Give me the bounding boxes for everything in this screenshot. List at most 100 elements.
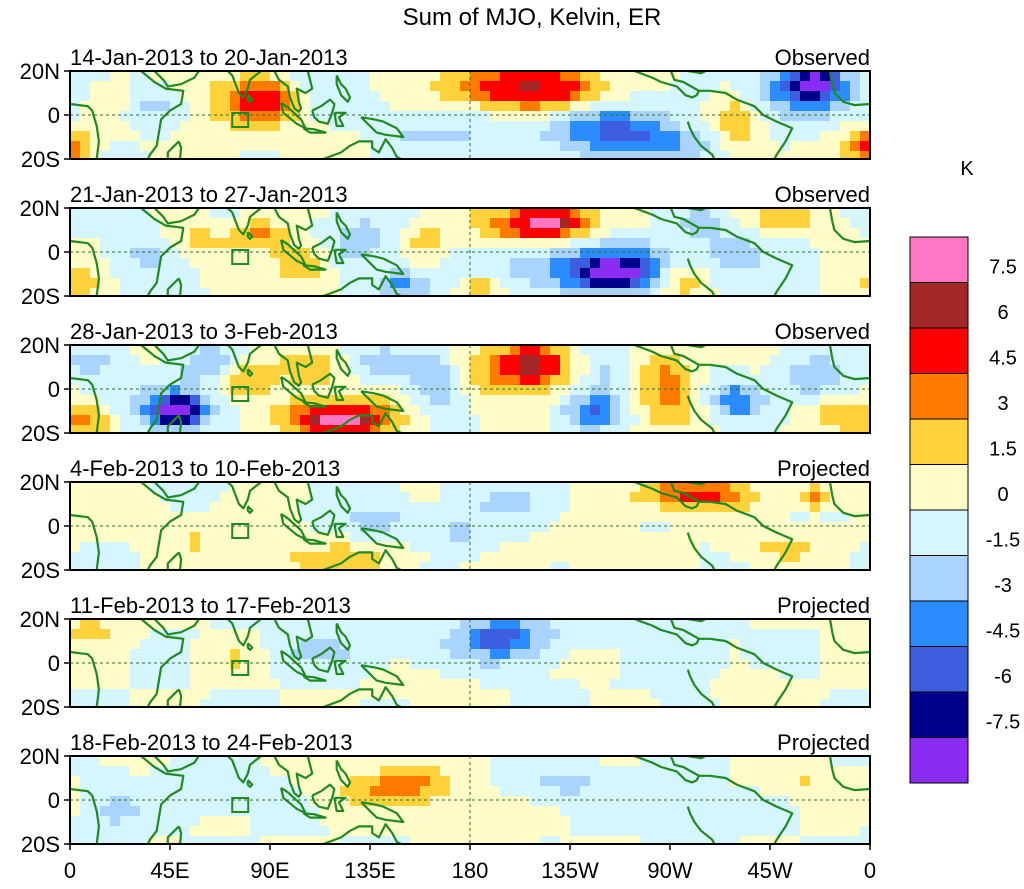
field-cell bbox=[360, 151, 371, 160]
field-cell bbox=[490, 81, 501, 92]
field-cell bbox=[90, 522, 101, 533]
field-cell bbox=[780, 552, 791, 563]
field-cell bbox=[510, 836, 521, 845]
coastline bbox=[226, 756, 263, 784]
field-cell bbox=[830, 208, 841, 219]
field-cell bbox=[760, 228, 771, 239]
field-cell bbox=[110, 836, 121, 845]
field-cell bbox=[430, 141, 441, 152]
field-cell bbox=[260, 111, 271, 122]
field-cell bbox=[410, 502, 421, 513]
field-cell bbox=[410, 669, 421, 680]
field-cell bbox=[240, 101, 251, 112]
field-cell bbox=[680, 806, 691, 817]
x-tick-label: 45W bbox=[747, 858, 792, 883]
field-cell bbox=[130, 649, 141, 660]
field-cell bbox=[270, 619, 281, 630]
field-cell bbox=[720, 512, 731, 523]
field-cell bbox=[180, 699, 191, 708]
field-cell bbox=[290, 258, 301, 269]
coastline bbox=[166, 688, 183, 707]
field-cell bbox=[160, 101, 171, 112]
field-cell bbox=[470, 806, 481, 817]
field-cell bbox=[710, 228, 721, 239]
field-cell bbox=[310, 345, 321, 356]
region-box bbox=[231, 249, 250, 265]
field-cell bbox=[490, 395, 501, 406]
field-cell bbox=[560, 776, 571, 787]
field-cell bbox=[360, 512, 371, 523]
field-cell bbox=[510, 375, 521, 386]
field-cell bbox=[130, 816, 141, 827]
field-cell bbox=[400, 131, 411, 142]
field-cell bbox=[740, 141, 751, 152]
field-cell bbox=[640, 699, 651, 708]
field-cell bbox=[590, 111, 601, 122]
field-cell bbox=[750, 796, 761, 807]
field-cell bbox=[320, 405, 331, 416]
field-cell bbox=[750, 776, 761, 787]
field-cell bbox=[120, 512, 131, 523]
field-cell bbox=[220, 512, 231, 523]
field-cell bbox=[790, 522, 801, 533]
field-cell bbox=[150, 562, 161, 571]
field-cell bbox=[120, 355, 131, 366]
field-cell bbox=[260, 71, 271, 82]
field-cell bbox=[290, 121, 301, 132]
field-cell bbox=[220, 552, 231, 563]
field-cell bbox=[820, 826, 831, 837]
field-cell bbox=[790, 151, 801, 160]
field-cell bbox=[860, 208, 871, 219]
field-cell bbox=[160, 365, 171, 376]
field-cell bbox=[330, 786, 341, 797]
field-cell bbox=[350, 562, 361, 571]
field-cell bbox=[680, 425, 691, 434]
field-cell bbox=[140, 101, 151, 112]
field-cell bbox=[530, 71, 541, 82]
field-cell bbox=[640, 816, 651, 827]
field-cell bbox=[70, 345, 81, 356]
field-cell bbox=[100, 806, 111, 817]
coastline bbox=[685, 482, 707, 486]
field-cell bbox=[280, 522, 291, 533]
field-cell bbox=[680, 836, 691, 845]
field-cell bbox=[350, 756, 361, 767]
field-cell bbox=[280, 111, 291, 122]
field-cell bbox=[450, 395, 461, 406]
field-cell bbox=[400, 552, 411, 563]
field-cell bbox=[440, 405, 451, 416]
field-cell bbox=[720, 238, 731, 249]
field-cell bbox=[710, 816, 721, 827]
field-cell bbox=[300, 492, 311, 503]
field-cell bbox=[440, 248, 451, 259]
field-cell bbox=[710, 268, 721, 279]
field-cell bbox=[640, 395, 651, 406]
field-cell bbox=[90, 405, 101, 416]
field-cell bbox=[180, 522, 191, 533]
field-cell bbox=[640, 238, 651, 249]
field-cell bbox=[130, 796, 141, 807]
field-cell bbox=[620, 806, 631, 817]
field-cell bbox=[120, 639, 131, 650]
field-cell bbox=[450, 532, 461, 543]
field-cell bbox=[180, 345, 191, 356]
field-cell bbox=[500, 395, 511, 406]
field-cell bbox=[440, 816, 451, 827]
field-cell bbox=[750, 542, 761, 553]
field-cell bbox=[780, 425, 791, 434]
field-cell bbox=[140, 482, 151, 493]
field-cell bbox=[480, 405, 491, 416]
region-box bbox=[231, 660, 250, 676]
coastline bbox=[634, 756, 700, 784]
field-cell bbox=[230, 826, 241, 837]
field-cell bbox=[350, 121, 361, 132]
field-cell bbox=[420, 816, 431, 827]
field-cell bbox=[370, 756, 381, 767]
field-cell bbox=[390, 81, 401, 92]
field-cell bbox=[580, 836, 591, 845]
field-cell bbox=[550, 826, 561, 837]
field-cell bbox=[250, 355, 261, 366]
field-cell bbox=[750, 218, 761, 229]
field-cell bbox=[700, 218, 711, 229]
field-cell bbox=[550, 385, 561, 396]
